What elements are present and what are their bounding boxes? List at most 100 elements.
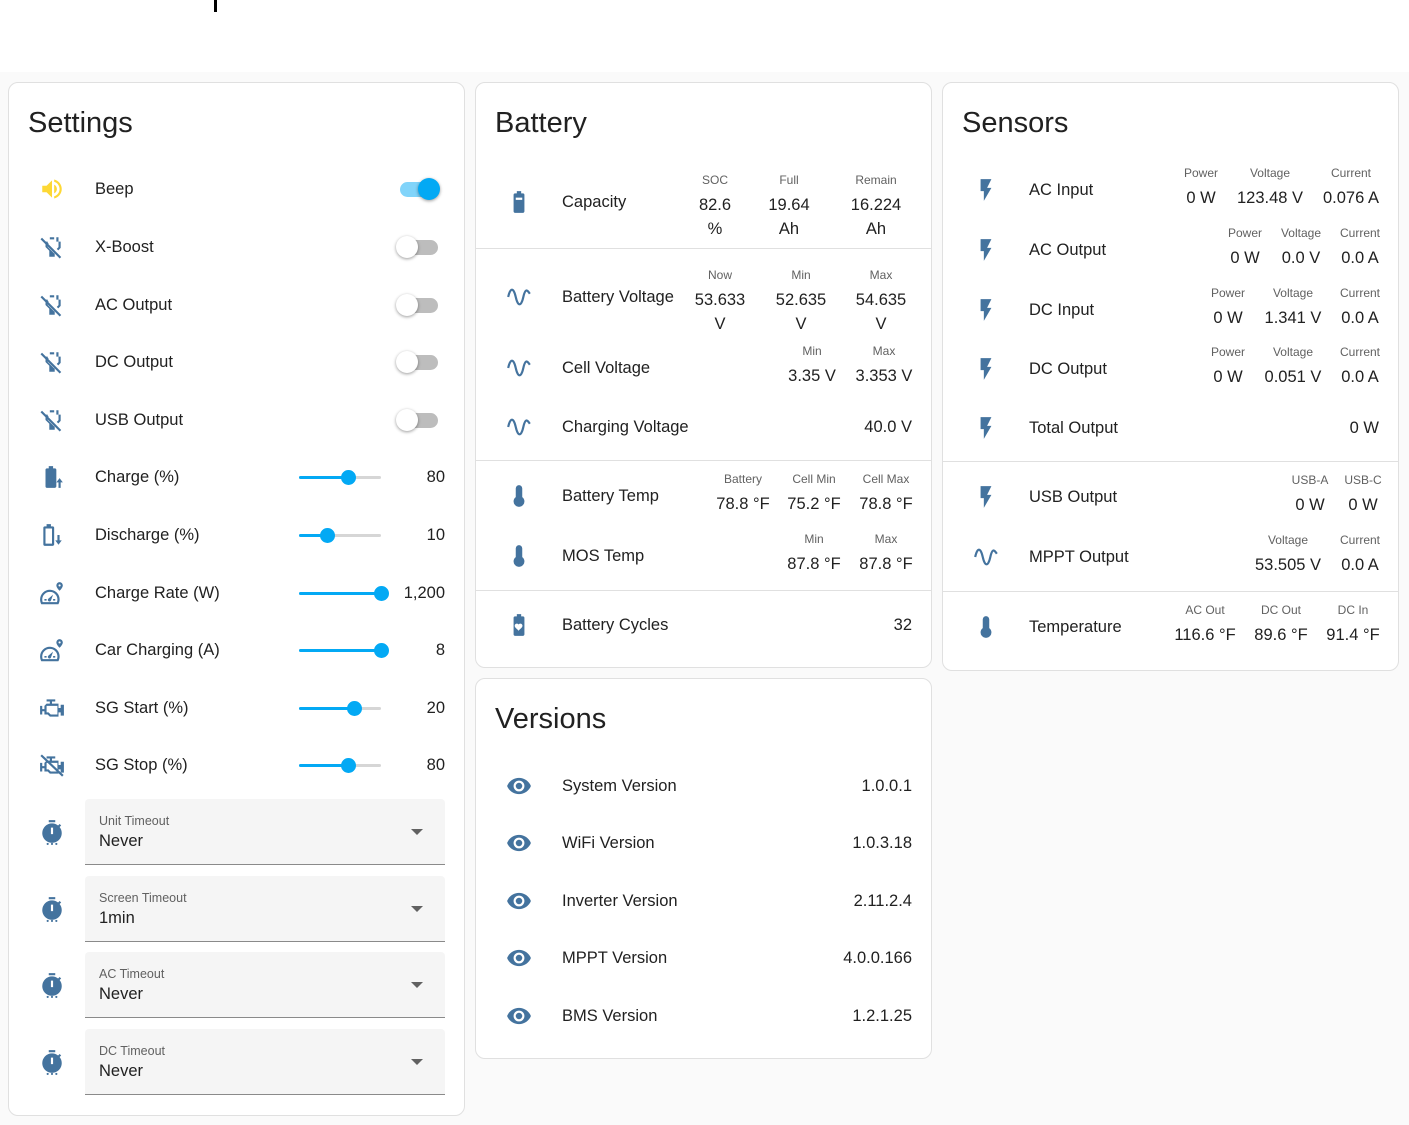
mos-temp-label: MOS Temp: [562, 547, 645, 565]
divider: [476, 590, 931, 591]
temperature-row: Temperature AC Out 116.6 °F DC Out 89.6 …: [943, 602, 1398, 652]
inverter-version-value: 2.11.2.4: [853, 892, 912, 910]
discharge-slider-thumb[interactable]: [319, 528, 335, 543]
discharge-value: 10: [426, 526, 445, 544]
sg-stop-slider-thumb[interactable]: [341, 758, 357, 773]
car-charging-slider-thumb[interactable]: [374, 643, 389, 658]
setting-row-charge-rate: Charge Rate (W) 1,200: [9, 568, 464, 618]
dc-out-name: DC Out: [1260, 603, 1301, 617]
chevron-down-icon[interactable]: [411, 906, 423, 912]
battery-heart-icon: [494, 600, 544, 650]
dc-in-value: 91.4 °F: [1326, 626, 1380, 644]
min-name: Min: [791, 268, 811, 282]
dc-timeout-select[interactable]: DC Timeout Never: [85, 1029, 445, 1095]
flash-icon: [961, 285, 1011, 335]
bms-version-row: BMS Version 1.2.1.25: [476, 991, 931, 1041]
sg-start-slider-thumb[interactable]: [346, 701, 362, 716]
inverter-version-row: Inverter Version 2.11.2.4: [476, 876, 931, 926]
charge-rate-slider[interactable]: [299, 586, 389, 601]
speedometer-icon: [27, 625, 77, 675]
speedometer-icon: [27, 568, 77, 618]
ac-out-value: 116.6 °F: [1174, 626, 1236, 644]
beep-toggle[interactable]: [396, 178, 440, 200]
max-name: Max: [869, 268, 893, 282]
cell-max-value: 78.8 °F: [859, 495, 913, 513]
ac-output-label: AC Output: [1029, 241, 1107, 259]
sine-wave-icon: [494, 272, 544, 322]
ac-output-toggle[interactable]: [396, 294, 440, 316]
wifi-version-label: WiFi Version: [562, 834, 655, 852]
charge-rate-slider-thumb[interactable]: [374, 586, 389, 601]
total-output-label: Total Output: [1029, 419, 1118, 437]
battery-temp-label: Battery Temp: [562, 487, 659, 505]
sg-start-slider[interactable]: [299, 701, 381, 716]
timer-icon: [27, 884, 77, 934]
car-charging-slider[interactable]: [299, 643, 389, 658]
power-plug-off-icon: [27, 280, 77, 330]
setting-row-ac-output: AC Output: [9, 280, 464, 330]
sensors-title: Sensors: [962, 107, 1069, 139]
battery-name: Battery: [723, 472, 762, 486]
dc-timeout-label: DC Timeout: [99, 1044, 165, 1058]
top-bar: [0, 0, 1409, 72]
setting-row-dc-output: DC Output: [9, 337, 464, 387]
chevron-down-icon[interactable]: [411, 829, 423, 835]
engine-icon: [27, 683, 77, 733]
voltage-value: 0.0 V: [1281, 249, 1321, 267]
setting-row-dc-timeout: DC Timeout Never: [9, 1029, 464, 1095]
system-version-value: 1.0.0.1: [861, 777, 912, 795]
voltage-value: 123.48 V: [1236, 189, 1304, 207]
total-output-value: 0 W: [1349, 419, 1379, 437]
setting-row-car-charging: Car Charging (A) 8: [9, 625, 464, 675]
dc-timeout-value: Never: [99, 1062, 144, 1080]
x-boost-label: X-Boost: [95, 238, 154, 256]
eye-icon: [494, 991, 544, 1041]
charge-slider[interactable]: [299, 470, 381, 485]
charge-rate-label: Charge Rate (W): [95, 584, 220, 602]
sg-stop-slider[interactable]: [299, 758, 381, 773]
mppt-output-label: MPPT Output: [1029, 548, 1129, 566]
discharge-slider[interactable]: [299, 528, 381, 543]
battery-card: Battery Capacity SOC 82.6% Full 19.64 Ah …: [475, 82, 932, 668]
power-name: Power: [1227, 226, 1262, 240]
voltage-name: Voltage: [1249, 166, 1291, 180]
ac-timeout-value: Never: [99, 985, 144, 1003]
charge-value: 80: [426, 468, 445, 486]
usb-a-value: 0 W: [1295, 496, 1325, 514]
now-value: 53.633 V: [694, 291, 746, 333]
charge-slider-thumb[interactable]: [341, 470, 357, 485]
thermometer-icon: [494, 531, 544, 581]
ac-timeout-select[interactable]: AC Timeout Never: [85, 952, 445, 1018]
power-value: 0 W: [1186, 189, 1216, 207]
settings-title: Settings: [28, 107, 133, 139]
x-boost-toggle[interactable]: [396, 236, 440, 258]
battery-arrow-down-icon: [27, 510, 77, 560]
remain-name: Remain: [855, 173, 897, 187]
setting-row-beep: Beep: [9, 164, 464, 214]
chevron-down-icon[interactable]: [411, 1059, 423, 1065]
dc-output-row: DC Output Power 0 W Voltage 0.051 V Curr…: [943, 344, 1398, 394]
unit-timeout-select[interactable]: Unit Timeout Never: [85, 799, 445, 865]
dc-output-toggle[interactable]: [396, 351, 440, 373]
battery-cycles-label: Battery Cycles: [562, 616, 669, 634]
usb-output-toggle[interactable]: [396, 409, 440, 431]
dc-input-label: DC Input: [1029, 301, 1095, 319]
bms-version-value: 1.2.1.25: [852, 1007, 912, 1025]
battery-icon: [494, 177, 544, 227]
chevron-down-icon[interactable]: [411, 982, 423, 988]
battery-voltage-label: Battery Voltage: [562, 288, 674, 306]
dc-output-label: DC Output: [95, 353, 173, 371]
charging-voltage-value: 40.0 V: [864, 418, 912, 436]
text-cursor: [214, 0, 217, 12]
usb-output-label: USB Output: [1029, 488, 1118, 506]
setting-row-screen-timeout: Screen Timeout 1min: [9, 876, 464, 942]
battery-value: 78.8 °F: [716, 495, 770, 513]
dc-input-row: DC Input Power 0 W Voltage 1.341 V Curre…: [943, 285, 1398, 335]
car-charging-label: Car Charging (A): [95, 641, 220, 659]
max-value: 87.8 °F: [859, 555, 913, 573]
remain-value: 16.224 Ah: [850, 196, 902, 238]
current-value: 0.0 A: [1341, 368, 1379, 386]
screen-timeout-select[interactable]: Screen Timeout 1min: [85, 876, 445, 942]
sg-stop-label: SG Stop (%): [95, 756, 188, 774]
total-output-row: Total Output 0 W: [943, 403, 1398, 453]
